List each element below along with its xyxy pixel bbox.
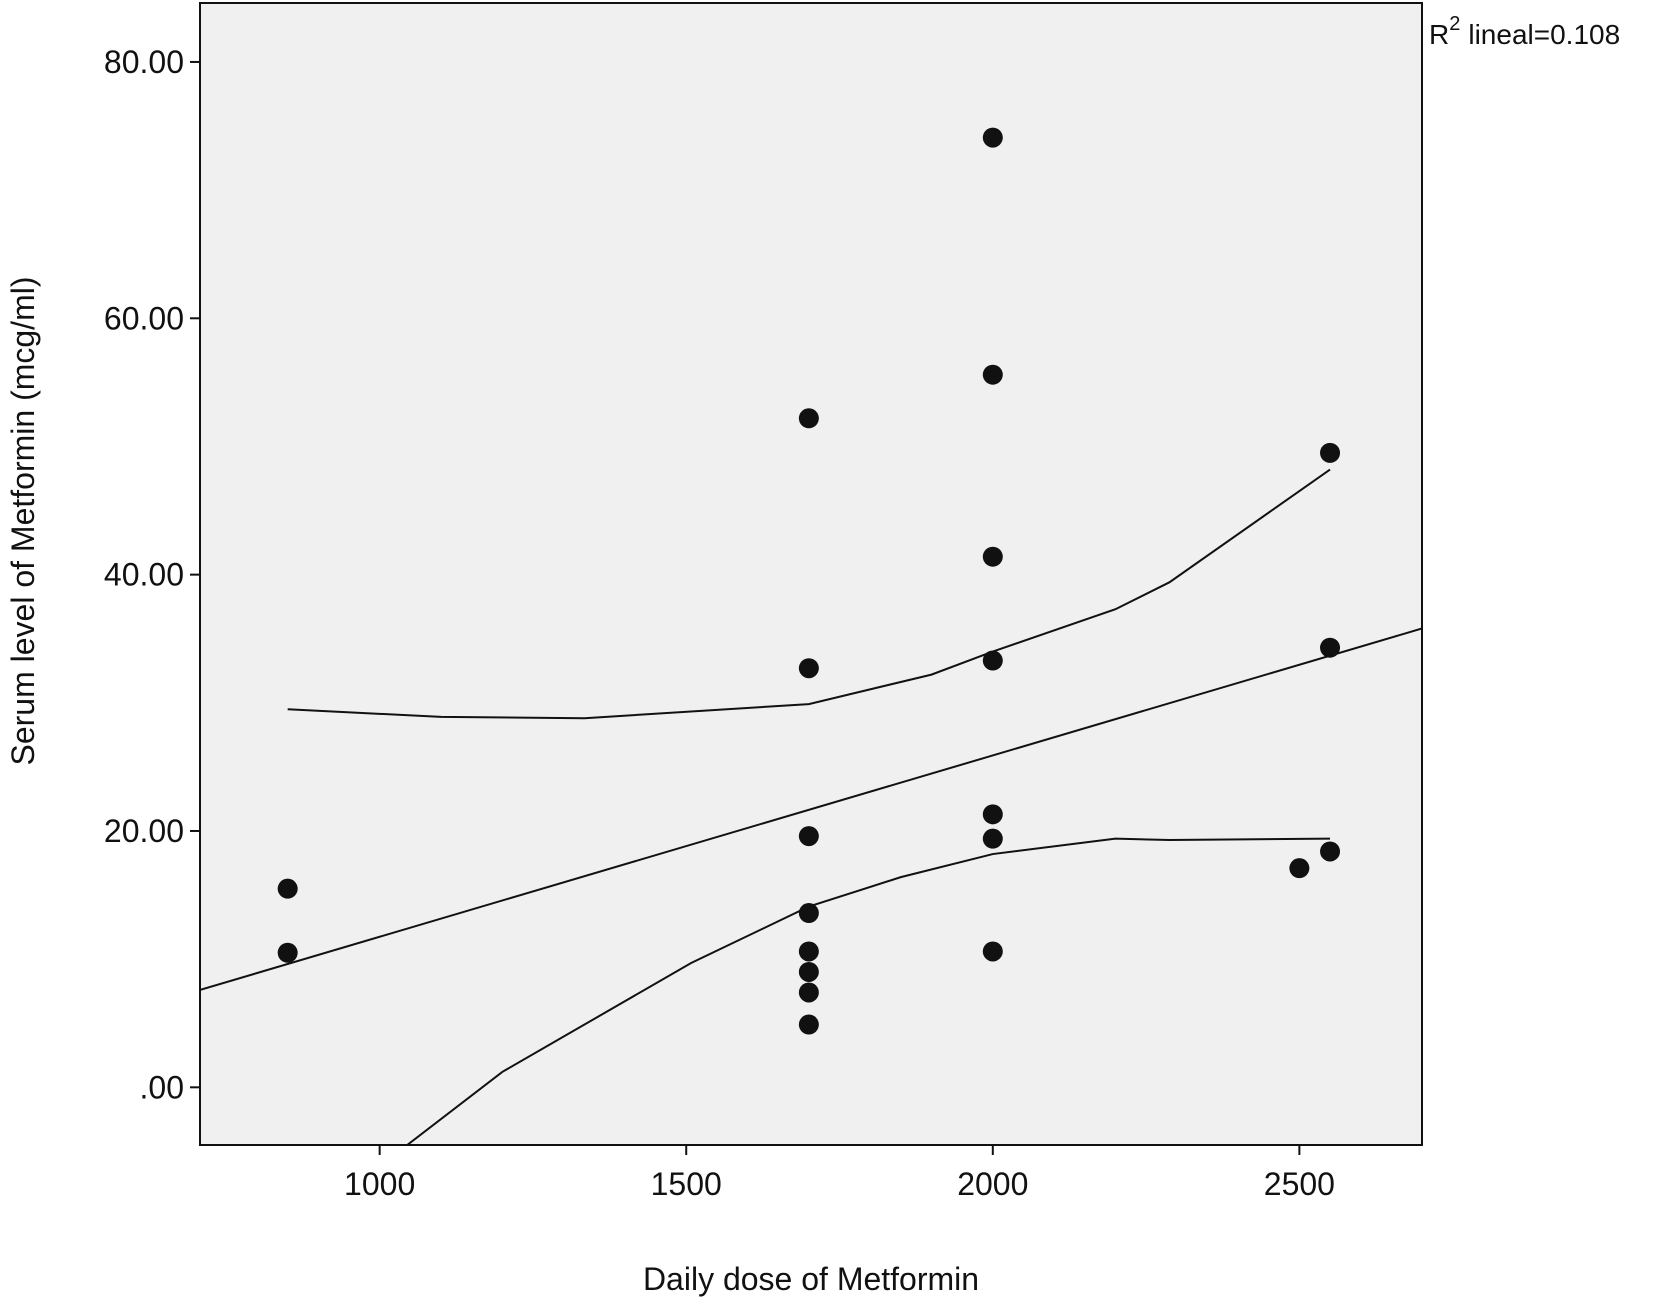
y-tick-label: 80.00 — [104, 44, 184, 80]
data-point — [1320, 442, 1341, 463]
data-point — [277, 942, 298, 963]
data-point — [1289, 858, 1310, 879]
data-point — [1320, 637, 1341, 658]
data-point — [798, 1014, 819, 1035]
data-point — [982, 127, 1003, 148]
plot-marks — [200, 127, 1422, 1145]
x-tick-label: 2500 — [1264, 1166, 1335, 1202]
data-point — [982, 650, 1003, 671]
annotation-sup: 2 — [1449, 13, 1460, 35]
data-point — [798, 826, 819, 847]
annotation-base: R — [1429, 19, 1449, 50]
data-point — [798, 982, 819, 1003]
y-tick-label: 60.00 — [104, 300, 184, 336]
data-point — [798, 408, 819, 429]
data-point — [982, 546, 1003, 567]
x-tick-label: 1500 — [651, 1166, 722, 1202]
x-axis-label: Daily dose of Metformin — [643, 1261, 979, 1297]
data-point — [982, 804, 1003, 825]
data-point — [798, 941, 819, 962]
annotation: R2 lineal=0.108 — [1429, 13, 1620, 50]
data-point — [798, 961, 819, 982]
y-axis-label: Serum level of Metformin (mcg/ml) — [5, 277, 41, 766]
fit-line — [287, 468, 1331, 720]
x-tick-label: 1000 — [344, 1166, 415, 1202]
y-tick-label: 20.00 — [104, 813, 184, 849]
y-tick-label: .00 — [140, 1069, 184, 1105]
data-point — [982, 364, 1003, 385]
data-point — [798, 658, 819, 679]
annotation-text: lineal=0.108 — [1468, 19, 1620, 50]
y-tick-label: 40.00 — [104, 557, 184, 593]
fit-line — [200, 627, 1422, 991]
data-point — [1320, 841, 1341, 862]
fit-line — [406, 837, 1331, 1145]
x-tick-label: 2000 — [957, 1166, 1028, 1202]
data-point — [277, 878, 298, 899]
data-point — [982, 941, 1003, 962]
data-point — [982, 828, 1003, 849]
